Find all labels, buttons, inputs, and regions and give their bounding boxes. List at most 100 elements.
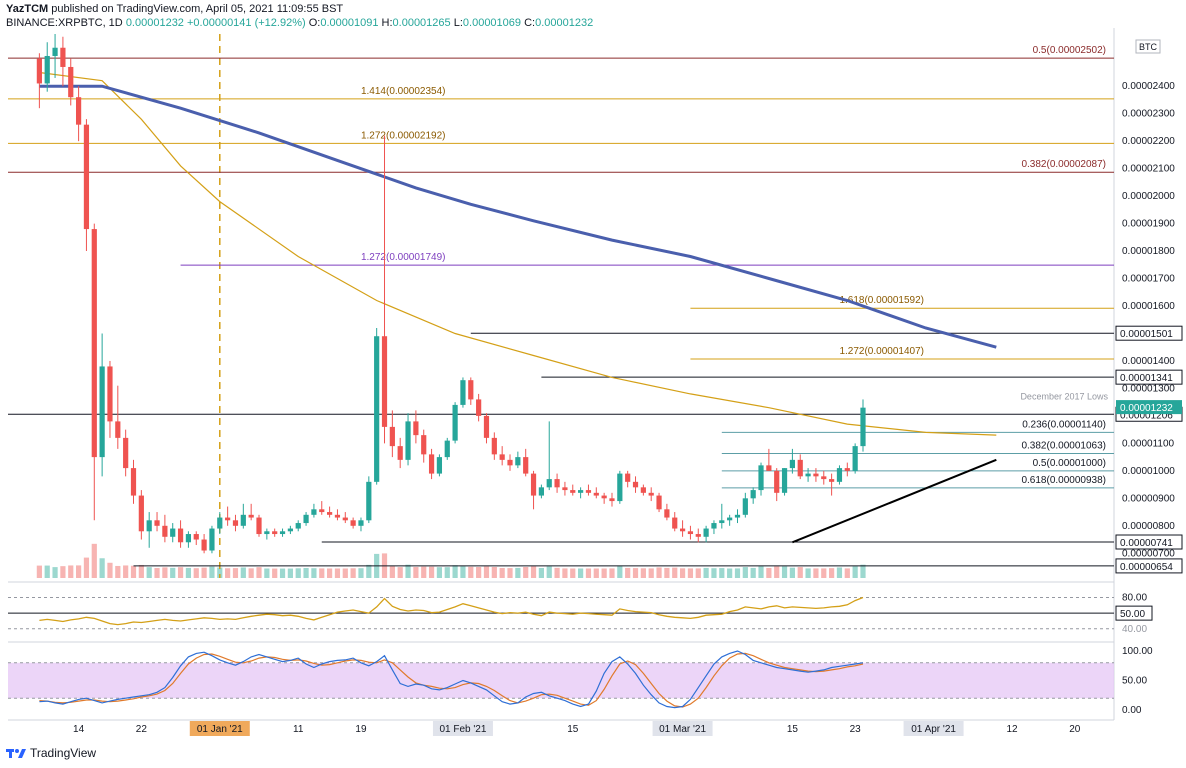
x-tick-label: 20 (1069, 724, 1081, 735)
price-tick-label: 0.00001600 (1122, 301, 1175, 312)
candle-body (146, 520, 152, 532)
publisher-line: YazTCM published on TradingView.com, Apr… (6, 3, 343, 15)
price-level-tag: 0.00000654 (1120, 562, 1173, 573)
price-tick-label: 0.00002200 (1122, 136, 1175, 147)
candle-body (107, 366, 113, 422)
volume-bar (350, 568, 356, 578)
candle-body (625, 473, 631, 482)
candle-body (789, 459, 795, 469)
volume-bar (217, 567, 223, 578)
candle-body (170, 528, 176, 537)
volume-bar (491, 567, 497, 578)
candle-body (303, 514, 309, 524)
candle-body (421, 435, 427, 455)
volume-bar (499, 568, 505, 578)
candle-body (829, 479, 835, 482)
candle-body (91, 229, 97, 458)
volume-bar (256, 567, 262, 578)
candle-body (530, 473, 537, 496)
candle-body (389, 426, 395, 447)
fib-level-label: 0.236(0.00001140) (1022, 419, 1106, 430)
candle-body (617, 473, 623, 502)
candle-body (460, 380, 466, 405)
candle-body (781, 468, 788, 493)
x-tick-label: 23 (850, 724, 862, 735)
price-level-tag: 0.00001501 (1120, 329, 1173, 340)
candle-body (562, 487, 568, 491)
tradingview-logo[interactable]: TradingView (6, 746, 96, 760)
candle-body (719, 520, 725, 524)
candle-body (734, 514, 741, 518)
candle-body (209, 528, 215, 551)
rsi-50-tag: 50.00 (1120, 609, 1145, 620)
candle-body (177, 528, 184, 543)
candle-body (585, 490, 592, 493)
candle-body (499, 454, 505, 460)
volume-bar (123, 565, 129, 578)
fib-level-label: 1.414(0.00002354) (361, 86, 446, 97)
rsi-line (39, 596, 864, 626)
symbol-label: BINANCE:XRPBTC, 1D (6, 17, 123, 29)
x-tick-box (903, 721, 964, 736)
candle-body (452, 404, 458, 441)
x-tick-label: 22 (136, 724, 148, 735)
candle-body (232, 520, 239, 526)
volume-bar (327, 568, 333, 578)
volume-bar (695, 568, 701, 578)
rsi-50-tag-box (1115, 605, 1153, 621)
candle-body (836, 468, 843, 482)
candle-body (201, 539, 207, 551)
candle-body (350, 520, 356, 526)
volume-bar (52, 567, 58, 578)
candle-body (256, 517, 262, 535)
candle-body (52, 47, 58, 56)
candle-body (217, 517, 223, 529)
ma100-line (39, 71, 997, 436)
volume-bar (436, 567, 443, 578)
volume-bar (397, 567, 403, 578)
price-level-tag-box (1115, 534, 1183, 550)
volume-bar (264, 568, 270, 578)
candle-body (570, 490, 576, 493)
candle-body (428, 454, 435, 474)
volume-bar (789, 567, 795, 578)
stoch-tick-label: 0.00 (1122, 705, 1142, 716)
volume-bar (664, 567, 670, 578)
x-tick-label: 01 Mar '21 (659, 724, 706, 735)
volume-bar (303, 568, 309, 578)
volume-bar (515, 567, 521, 578)
volume-bar (319, 568, 325, 578)
volume-bar (617, 566, 623, 578)
candle-body (366, 481, 372, 521)
volume-bar (209, 566, 215, 578)
volume-bar (570, 568, 576, 578)
candle-body (193, 534, 199, 540)
stoch-tick-label: 50.00 (1122, 676, 1147, 687)
price-tick-label: 0.00002400 (1122, 81, 1175, 92)
volume-bar (476, 567, 482, 578)
candle-body (758, 465, 764, 491)
volume-bar (483, 566, 490, 578)
candle-body (225, 517, 231, 521)
candle-body (295, 523, 301, 529)
candle-body (672, 517, 678, 529)
volume-bar (774, 566, 780, 578)
volume-bar (766, 567, 772, 578)
candle-body (687, 531, 694, 535)
candle-body (483, 415, 490, 438)
price-tick-label: 0.00002000 (1122, 191, 1175, 202)
candle-body (36, 58, 42, 84)
volume-bar (703, 567, 709, 578)
volume-bar (428, 566, 435, 578)
x-tick-label: 11 (293, 724, 304, 735)
candle-body (436, 457, 443, 474)
candle-body (311, 509, 317, 515)
candle-body (138, 495, 144, 532)
candle-body (342, 517, 348, 521)
currency-box (1135, 39, 1161, 54)
volume-bar (836, 567, 843, 578)
price-level-tag-box (1115, 325, 1183, 341)
candle-body (742, 498, 748, 515)
volume-bar (523, 567, 529, 578)
